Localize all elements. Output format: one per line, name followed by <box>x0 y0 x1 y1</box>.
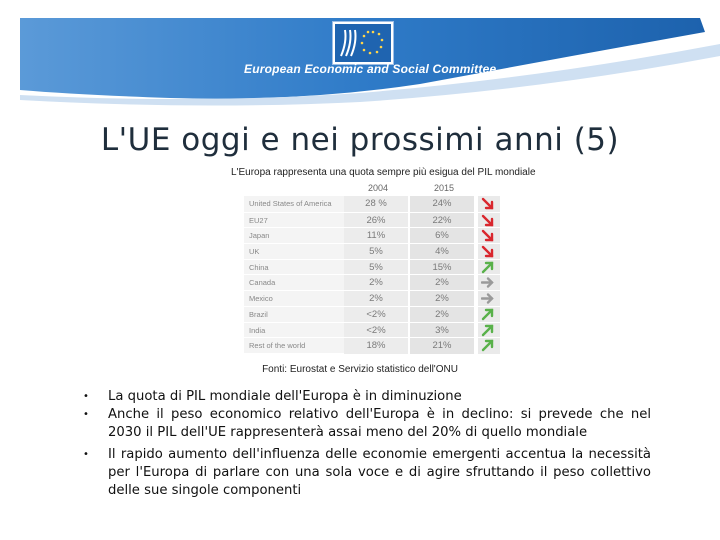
value-2015-cell: 21% <box>410 337 474 354</box>
bullet-item: • Il rapido aumento dell'influenza delle … <box>83 446 651 500</box>
bullet-text: La quota di PIL mondiale dell'Europa è i… <box>108 389 462 404</box>
country-cell: Rest of the world <box>244 337 344 353</box>
country-cell: United States of America <box>244 196 344 212</box>
sources-note: Fonti: Eurostat e Servizio statistico de… <box>262 364 458 375</box>
eesc-logo <box>333 22 393 64</box>
value-2015-cell: 2% <box>410 274 474 292</box>
trend-flat-arrow-icon <box>481 277 494 289</box>
country-cell: UK <box>244 243 344 259</box>
trend-down-arrow-icon <box>481 245 494 258</box>
country-cell: India <box>244 321 344 338</box>
table-row: UK 5% 4% <box>244 243 502 260</box>
table-row: Japan 11% 6% <box>244 227 502 245</box>
value-2004-cell: 26% <box>344 211 408 229</box>
slide-title: L'UE oggi e nei prossimi anni (5) <box>100 122 620 158</box>
table-row: Brazil <2% 2% <box>244 305 502 323</box>
country-cell: EU27 <box>244 211 344 228</box>
trend-cell <box>478 258 500 276</box>
trend-cell <box>478 290 500 307</box>
table-row: India <2% 3% <box>244 321 502 339</box>
trend-cell <box>478 196 500 212</box>
table-row: United States of America 28 % 24% <box>244 196 502 212</box>
trend-up-arrow-icon <box>481 324 494 336</box>
country-cell: Brazil <box>244 305 344 322</box>
year-header-2004: 2004 <box>367 183 389 193</box>
trend-cell <box>478 337 500 354</box>
trend-down-arrow-icon <box>481 214 494 226</box>
value-2015-cell: 3% <box>410 321 474 339</box>
table-row: Canada 2% 2% <box>244 274 502 292</box>
header-banner: European Economic and Social Committee <box>0 0 720 110</box>
trend-up-arrow-icon <box>481 261 494 273</box>
trend-cell <box>478 243 500 260</box>
bullet-text: Il rapido aumento dell'influenza delle e… <box>108 447 651 498</box>
trend-up-arrow-icon <box>481 339 494 352</box>
value-2004-cell: <2% <box>344 305 408 323</box>
bullet-text: Anche il peso economico relativo dell'Eu… <box>108 407 651 440</box>
value-2004-cell: 2% <box>344 274 408 292</box>
value-2004-cell: 18% <box>344 337 408 354</box>
trend-cell <box>478 211 500 229</box>
trend-cell <box>478 274 500 292</box>
bullet-dot-icon: • <box>83 409 89 420</box>
table-row: Rest of the world 18% 21% <box>244 337 502 354</box>
figure-caption: L'Europa rappresenta una quota sempre pi… <box>231 167 536 178</box>
bullet-list: • La quota di PIL mondiale dell'Europa è … <box>83 388 651 504</box>
value-2015-cell: 2% <box>410 290 474 307</box>
value-2004-cell: 2% <box>344 290 408 307</box>
bullet-item: • Anche il peso economico relativo dell'E… <box>83 406 651 442</box>
trend-down-arrow-icon <box>481 230 494 242</box>
country-cell: Mexico <box>244 290 344 306</box>
value-2004-cell: 5% <box>344 243 408 260</box>
trend-down-arrow-icon <box>481 197 494 210</box>
value-2015-cell: 4% <box>410 243 474 260</box>
value-2004-cell: <2% <box>344 321 408 339</box>
value-2015-cell: 22% <box>410 211 474 229</box>
bullet-dot-icon: • <box>83 391 89 402</box>
country-cell: China <box>244 258 344 275</box>
org-name: European Economic and Social Committee <box>244 62 497 76</box>
value-2015-cell: 24% <box>410 196 474 212</box>
value-2015-cell: 15% <box>410 258 474 276</box>
value-2004-cell: 11% <box>344 227 408 245</box>
value-2015-cell: 2% <box>410 305 474 323</box>
year-header-2015: 2015 <box>433 183 455 193</box>
table-row: China 5% 15% <box>244 258 502 276</box>
country-cell: Canada <box>244 274 344 291</box>
trend-cell <box>478 227 500 245</box>
trend-cell <box>478 305 500 323</box>
trend-flat-arrow-icon <box>481 293 494 304</box>
bullet-dot-icon: • <box>83 449 89 460</box>
table-row: Mexico 2% 2% <box>244 290 502 307</box>
table-row: EU27 26% 22% <box>244 211 502 229</box>
value-2004-cell: 28 % <box>344 196 408 212</box>
bullet-item: • La quota di PIL mondiale dell'Europa è … <box>83 388 651 406</box>
value-2015-cell: 6% <box>410 227 474 245</box>
value-2004-cell: 5% <box>344 258 408 276</box>
gdp-share-table: United States of America 28 % 24% EU27 26% 22… <box>244 196 502 354</box>
trend-cell <box>478 321 500 339</box>
trend-up-arrow-icon <box>481 308 494 321</box>
country-cell: Japan <box>244 227 344 244</box>
